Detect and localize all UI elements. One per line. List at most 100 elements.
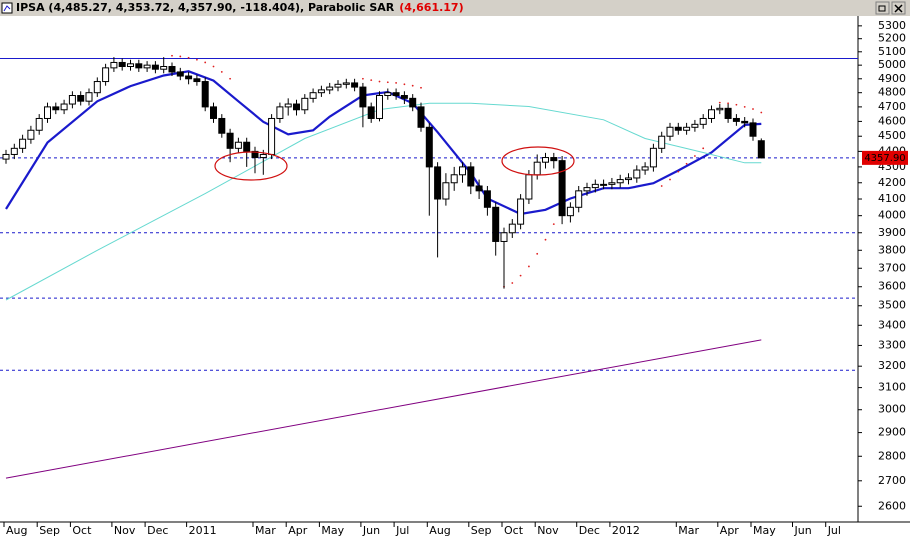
candle-body	[284, 103, 292, 108]
moving-average-line	[5, 70, 762, 216]
sar-dot	[685, 162, 688, 165]
sar-dot	[420, 86, 422, 89]
sar-dot	[403, 83, 406, 86]
header-icon	[1, 2, 13, 14]
candle-body	[2, 153, 10, 160]
candle-body	[44, 106, 51, 119]
candle-body	[757, 140, 765, 159]
candle-body	[135, 63, 143, 69]
x-tick-label: May	[753, 524, 776, 537]
sar-dot	[660, 185, 663, 187]
candle-body	[699, 117, 707, 125]
candle-body	[226, 132, 234, 149]
candle-body	[185, 75, 193, 80]
candle-body	[649, 147, 657, 168]
candle-body	[625, 177, 632, 181]
candle-body	[19, 138, 27, 149]
x-tick-label: Jul	[395, 524, 409, 537]
candle-body	[442, 182, 450, 200]
candle-body	[293, 103, 300, 111]
header-icon-line	[3, 5, 11, 12]
candle-body	[674, 126, 682, 131]
candle-body	[342, 82, 350, 85]
candle-body	[359, 86, 367, 108]
x-tick-label: Jun	[362, 524, 380, 537]
candle-body	[492, 206, 500, 242]
candle-body	[600, 183, 608, 186]
sar-dot	[528, 265, 530, 268]
candle-body	[475, 185, 483, 192]
sar-dot	[370, 79, 373, 82]
y-tick-label: 2800	[878, 449, 906, 462]
candle-body	[542, 157, 549, 163]
last-price-label: 4357.90	[864, 153, 905, 164]
annotation-ellipse	[214, 151, 288, 181]
x-tick-label: Nov	[537, 524, 559, 537]
sar-dot	[187, 56, 190, 59]
sar-dot	[212, 65, 215, 68]
x-tick-label: Nov	[114, 524, 136, 537]
y-tick-label: 4500	[878, 129, 906, 142]
candle-body	[483, 190, 491, 208]
candle-body	[334, 83, 342, 88]
sar-value: (4,661.17)	[399, 1, 463, 14]
candle-body	[450, 174, 458, 184]
candle-body	[35, 117, 43, 131]
sar-dot	[752, 108, 754, 110]
candle-body	[459, 166, 466, 176]
candle-body	[566, 206, 574, 217]
sar-dot	[702, 147, 705, 150]
candle-body	[243, 141, 251, 152]
candle-body	[102, 67, 110, 83]
candle-body	[259, 153, 267, 159]
y-tick-label: 3600	[878, 280, 906, 293]
last-price-box	[862, 150, 908, 165]
candle-body	[151, 64, 159, 70]
candle-body	[376, 95, 383, 119]
x-tick-label: 2011	[189, 524, 217, 537]
candle-body	[400, 95, 408, 99]
x-tick-label: Jul	[827, 524, 841, 537]
candle-body	[691, 123, 699, 128]
candle-body	[326, 86, 334, 91]
x-tick-label: Dec	[147, 524, 168, 537]
x-tick-label: Apr	[720, 524, 740, 537]
y-tick-label: 3900	[878, 226, 906, 239]
x-tick-label: Mar	[255, 524, 276, 537]
y-tick-label: 3200	[878, 359, 906, 372]
candle-body	[616, 179, 624, 184]
candle-body	[417, 106, 425, 128]
candle-body	[176, 71, 184, 77]
candle-body	[392, 92, 400, 97]
annotation-ellipse	[501, 146, 575, 176]
candle-body	[583, 187, 591, 192]
candle-body	[633, 169, 641, 179]
candle-body	[85, 92, 93, 102]
candle-body	[508, 223, 516, 234]
x-tick-label: Sep	[39, 524, 60, 537]
candle-body	[110, 61, 118, 69]
y-tick-label: 4100	[878, 192, 906, 205]
restore-button[interactable]	[875, 1, 890, 15]
candle-body	[749, 122, 757, 137]
sar-dot	[760, 111, 763, 114]
candle-body	[127, 63, 134, 68]
candle-body	[641, 166, 649, 171]
candle-body	[708, 109, 715, 119]
x-tick-label: Dec	[579, 524, 600, 537]
x-tick-label: 2012	[612, 524, 640, 537]
candle-body	[143, 64, 151, 69]
y-tick-label: 4800	[878, 86, 906, 99]
candle-body	[367, 106, 375, 119]
candle-body	[666, 126, 674, 137]
sar-dot	[196, 58, 198, 61]
x-tick-label: Oct	[72, 524, 92, 537]
candle-body	[575, 190, 583, 208]
candle-body	[732, 117, 740, 122]
y-tick-label: 4600	[878, 114, 906, 127]
candle-body	[276, 106, 284, 119]
sar-dot	[735, 103, 738, 106]
